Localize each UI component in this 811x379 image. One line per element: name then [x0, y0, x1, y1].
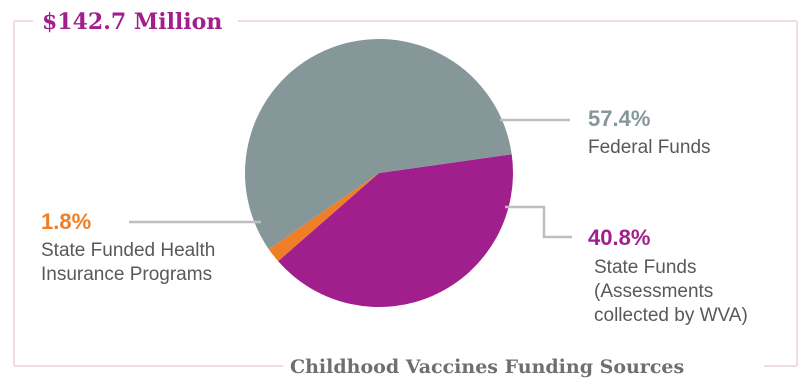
slice-percent-state-health: 1.8% — [41, 209, 91, 234]
slice-percent-state-funds: 40.8% — [588, 225, 650, 250]
slice-label-federal: Federal Funds — [588, 137, 711, 158]
pie-slices — [244, 38, 513, 307]
slice-percent-federal: 57.4% — [588, 106, 650, 131]
slice-label-state-funds-line2: (Assessments — [594, 281, 713, 302]
slice-label-state-funds-line1: State Funds — [594, 257, 696, 278]
chart-caption: Childhood Vaccines Funding Sources — [290, 356, 684, 378]
chart-frame — [13, 20, 798, 367]
slice-label-state-health-line2: Insurance Programs — [41, 264, 212, 285]
slice-label-state-health-line1: State Funded Health — [41, 240, 215, 261]
leader-line-state-funds — [505, 205, 572, 239]
pie-slice-federal — [244, 38, 512, 250]
chart-title: $142.7 Million — [42, 9, 222, 35]
slice-label-state-funds-line3: collected by WVA) — [594, 305, 748, 326]
leader-lines — [129, 118, 572, 239]
pie-slice-state-health — [268, 173, 379, 262]
pie-slice-state-funds — [278, 154, 513, 307]
